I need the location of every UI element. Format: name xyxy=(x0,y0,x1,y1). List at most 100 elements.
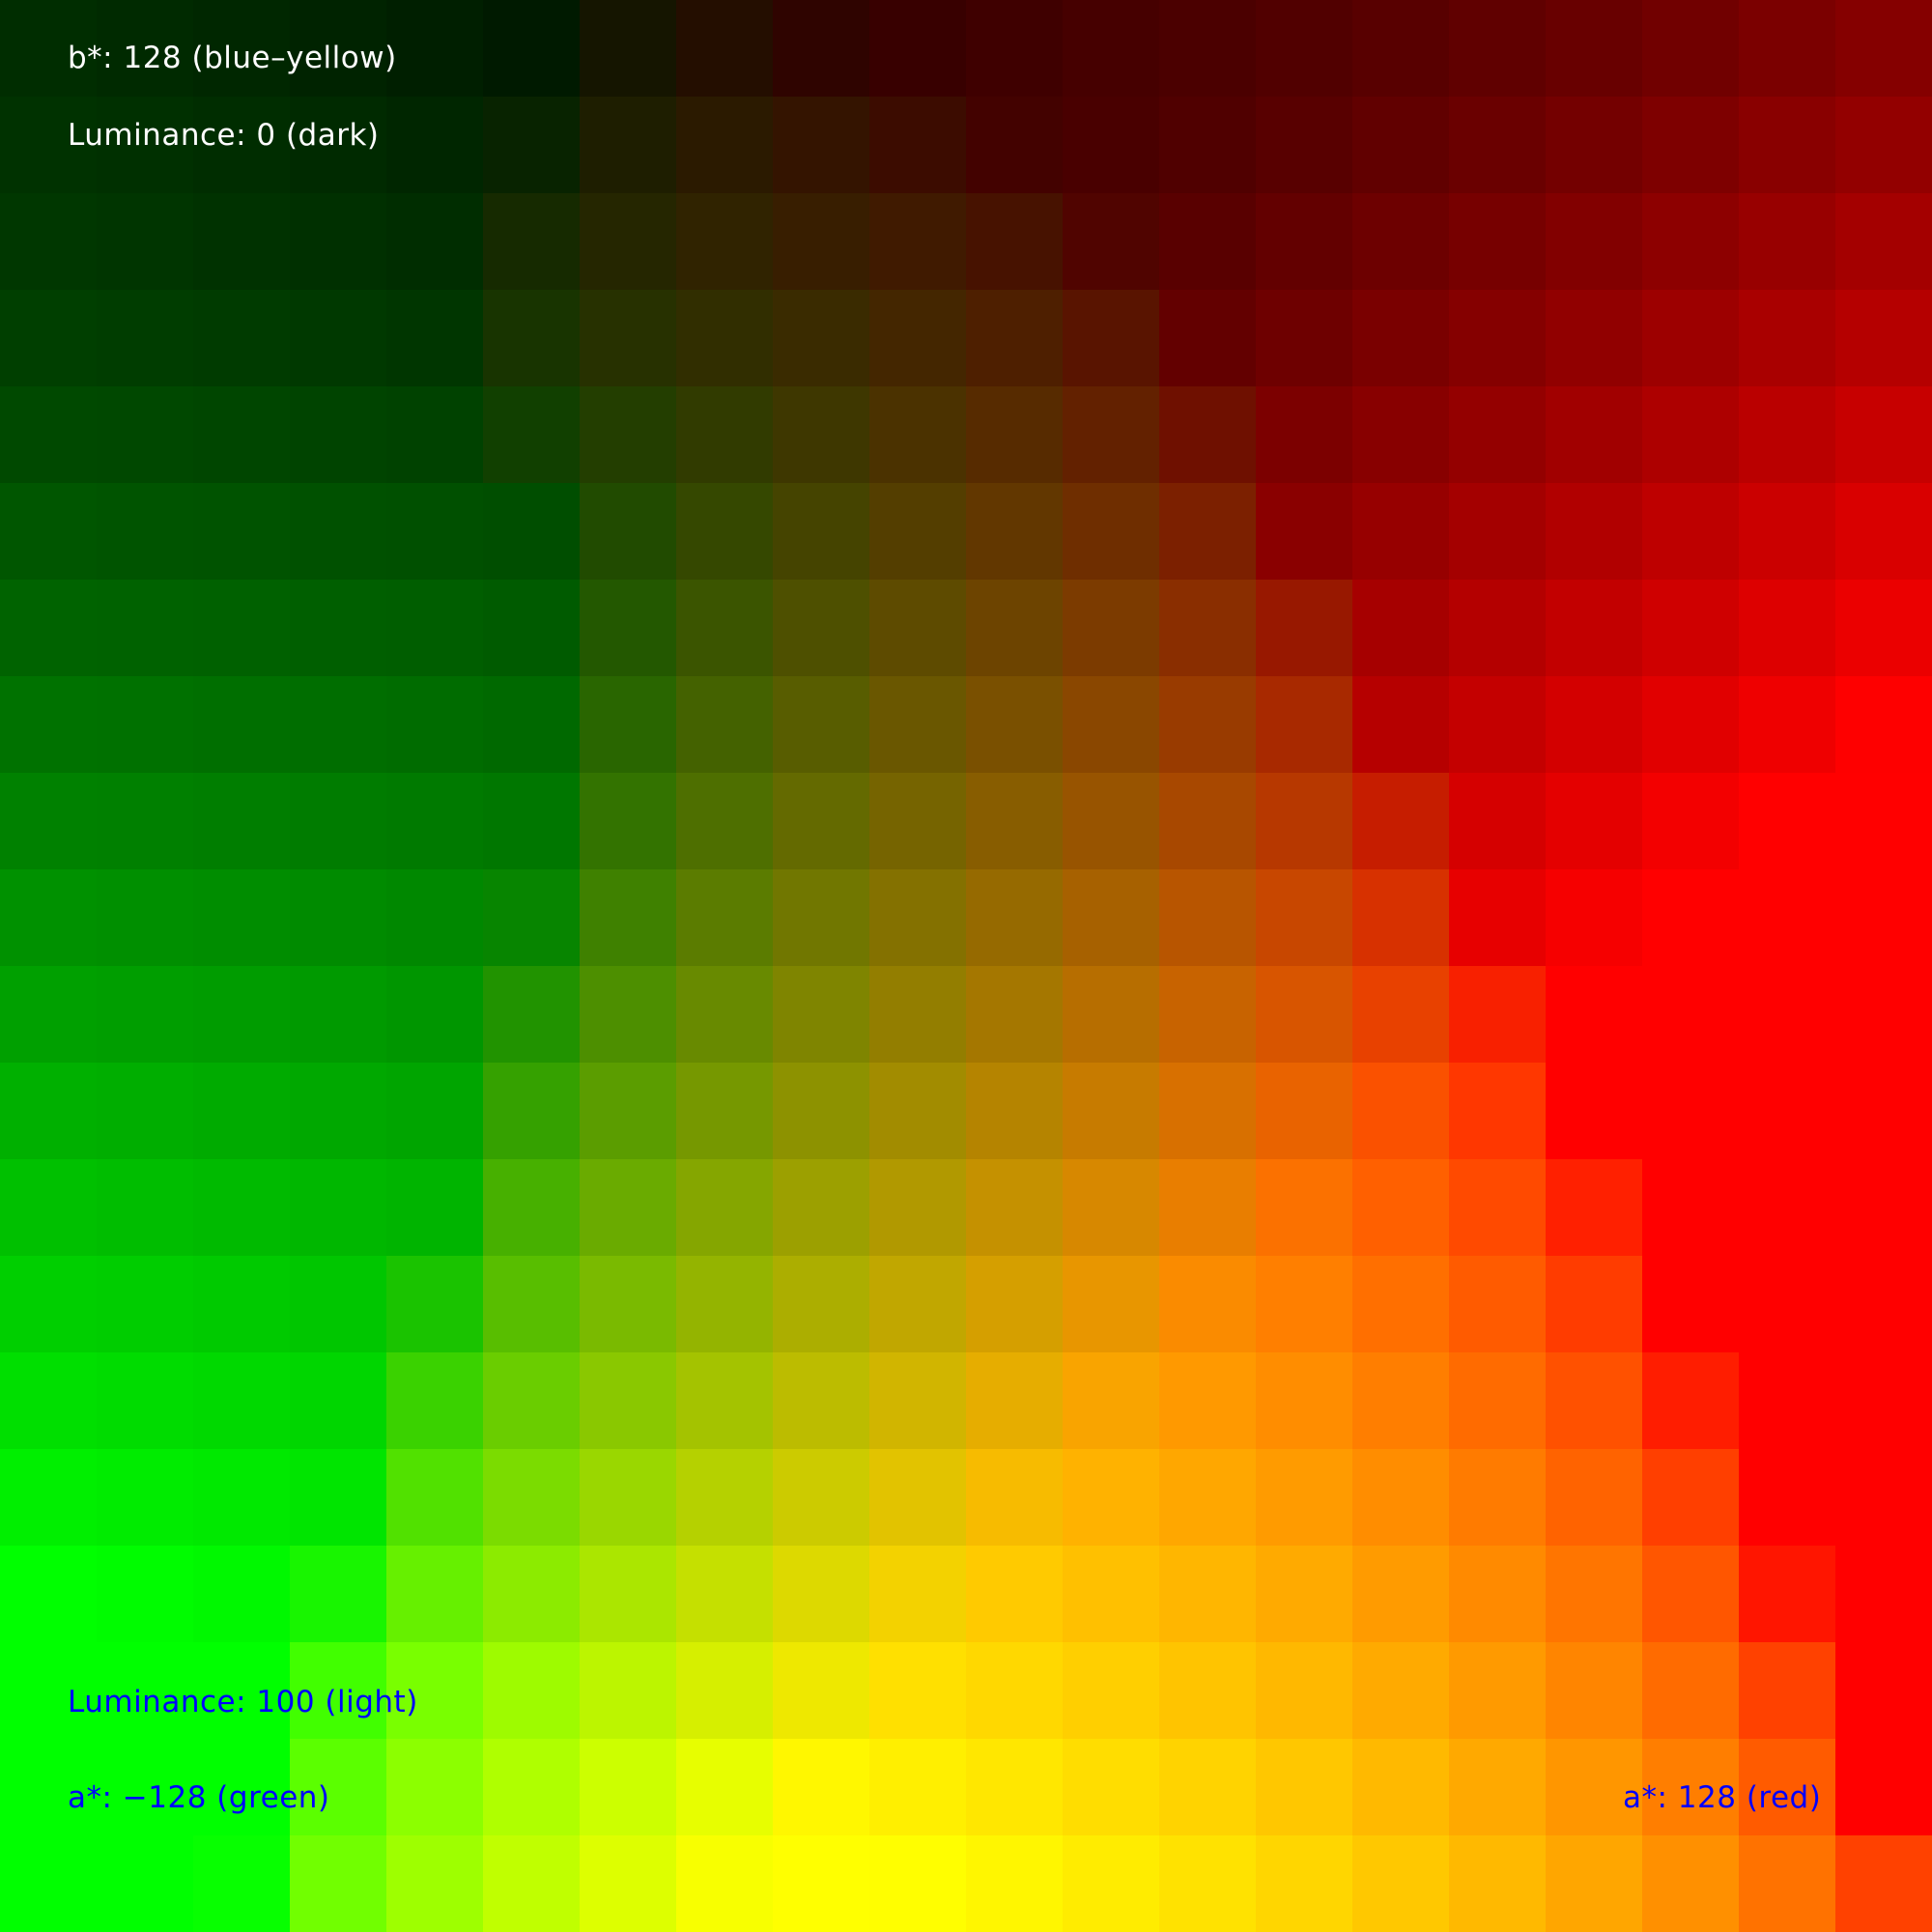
grid-cell xyxy=(1256,290,1353,387)
grid-cell xyxy=(193,193,291,291)
grid-cell xyxy=(1835,1546,1932,1643)
grid-cell xyxy=(1449,1739,1547,1836)
grid-cell xyxy=(97,1835,194,1932)
grid-cell xyxy=(773,1449,870,1547)
grid-cell xyxy=(386,386,484,484)
grid-cell xyxy=(869,0,967,98)
grid-cell xyxy=(676,773,774,870)
luminance-light-label: Luminance: 100 (light) xyxy=(68,1685,418,1719)
grid-cell xyxy=(386,580,484,677)
grid-cell xyxy=(97,97,194,194)
grid-cell xyxy=(1449,580,1547,677)
grid-cell xyxy=(773,1063,870,1160)
grid-cell xyxy=(1352,1642,1450,1740)
grid-cell xyxy=(386,0,484,98)
grid-cell xyxy=(1063,676,1160,774)
grid-cell xyxy=(1739,1352,1836,1450)
grid-cell xyxy=(580,1449,677,1547)
grid-cell xyxy=(966,0,1064,98)
grid-cell xyxy=(966,676,1064,774)
grid-cell xyxy=(1546,1546,1643,1643)
grid-cell xyxy=(1546,290,1643,387)
grid-cell xyxy=(1352,386,1450,484)
grid-cell xyxy=(966,580,1064,677)
grid-cell xyxy=(1835,580,1932,677)
grid-cell xyxy=(1449,869,1547,967)
grid-cell xyxy=(773,580,870,677)
grid-cell xyxy=(290,193,387,291)
grid-cell xyxy=(0,1449,98,1547)
grid-cell xyxy=(580,1835,677,1932)
grid-cell xyxy=(1352,1352,1450,1450)
grid-cell xyxy=(1159,869,1257,967)
grid-cell xyxy=(966,773,1064,870)
grid-cell xyxy=(1159,483,1257,581)
grid-cell xyxy=(193,1449,291,1547)
grid-cell xyxy=(1063,1739,1160,1836)
grid-cell xyxy=(1159,580,1257,677)
grid-cell xyxy=(0,290,98,387)
grid-cell xyxy=(1546,1642,1643,1740)
grid-cell xyxy=(869,483,967,581)
grid-cell xyxy=(1159,386,1257,484)
grid-cell xyxy=(1256,1352,1353,1450)
grid-cell xyxy=(483,676,581,774)
grid-cell xyxy=(1835,1449,1932,1547)
grid-cell xyxy=(1159,1546,1257,1643)
grid-cell xyxy=(580,193,677,291)
grid-cell xyxy=(1063,290,1160,387)
grid-cell xyxy=(869,1352,967,1450)
grid-cell xyxy=(1546,676,1643,774)
grid-cell xyxy=(1739,0,1836,98)
grid-cell xyxy=(1256,1159,1353,1257)
grid-cell xyxy=(483,386,581,484)
grid-cell xyxy=(580,1159,677,1257)
grid-cell xyxy=(386,1546,484,1643)
grid-cell xyxy=(483,483,581,581)
grid-cell xyxy=(1642,1642,1740,1740)
grid-cell xyxy=(290,773,387,870)
grid-cell xyxy=(1159,773,1257,870)
grid-cell xyxy=(1159,1449,1257,1547)
b-star-label: b*: 128 (blue–yellow) xyxy=(68,41,397,75)
grid-cell xyxy=(1546,1739,1643,1836)
grid-cell xyxy=(1063,966,1160,1064)
grid-cell xyxy=(580,773,677,870)
grid-cell xyxy=(869,966,967,1064)
grid-cell xyxy=(966,1256,1064,1353)
grid-cell xyxy=(580,580,677,677)
grid-cell xyxy=(193,1835,291,1932)
grid-cell xyxy=(1256,773,1353,870)
grid-cell xyxy=(386,1835,484,1932)
grid-cell xyxy=(193,580,291,677)
grid-cell xyxy=(1642,966,1740,1064)
grid-cell xyxy=(676,1835,774,1932)
grid-cell xyxy=(966,1449,1064,1547)
grid-cell xyxy=(1352,290,1450,387)
grid-cell xyxy=(290,580,387,677)
grid-cell xyxy=(1256,1256,1353,1353)
grid-cell xyxy=(773,386,870,484)
grid-cell xyxy=(1835,773,1932,870)
grid-cell xyxy=(869,193,967,291)
grid-cell xyxy=(1739,1256,1836,1353)
grid-cell xyxy=(290,386,387,484)
grid-cell xyxy=(676,290,774,387)
grid-cell xyxy=(580,869,677,967)
grid-cell xyxy=(386,1449,484,1547)
grid-cell xyxy=(1063,773,1160,870)
grid-cell xyxy=(1352,1739,1450,1836)
grid-cell xyxy=(676,1739,774,1836)
grid-cell xyxy=(483,1352,581,1450)
grid-cell xyxy=(580,290,677,387)
grid-cell xyxy=(97,1063,194,1160)
grid-cell xyxy=(966,97,1064,194)
grid-cell xyxy=(0,1642,98,1740)
grid-cell xyxy=(290,1256,387,1353)
grid-cell xyxy=(483,773,581,870)
grid-cell xyxy=(676,580,774,677)
grid-cell xyxy=(483,1835,581,1932)
grid-cell xyxy=(773,1352,870,1450)
grid-cell xyxy=(1449,290,1547,387)
grid-cell xyxy=(1642,1449,1740,1547)
